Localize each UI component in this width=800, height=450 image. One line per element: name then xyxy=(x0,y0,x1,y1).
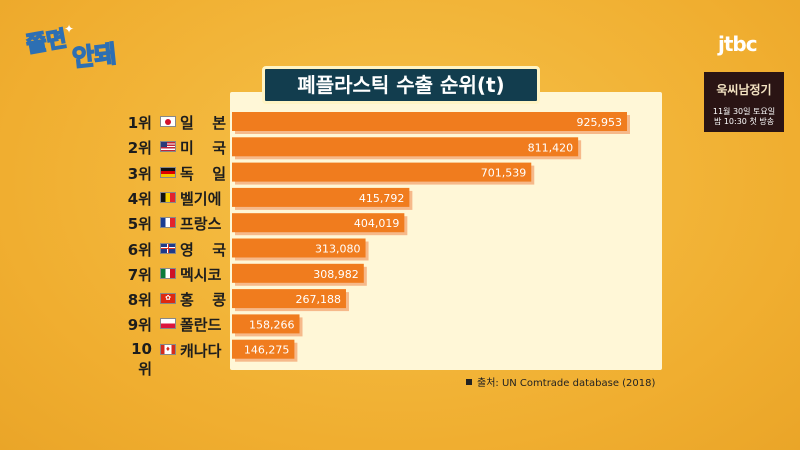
rank-label: 6위 xyxy=(127,240,152,259)
rank-label: 1위 xyxy=(127,114,152,132)
france-flag-icon xyxy=(160,217,176,229)
canada-flag-icon: ♦ xyxy=(160,343,176,355)
sparkle-icon: ✦ xyxy=(64,22,75,36)
show-logo-text-2: 안돼 xyxy=(70,39,118,73)
hongkong-flag-icon: ✿ xyxy=(160,293,176,305)
bar-value-label: 267,188 xyxy=(295,293,341,306)
bar-value-label: 811,420 xyxy=(528,141,574,154)
category-label: 6위 영 국 xyxy=(118,237,230,261)
chart-title: 폐플라스틱 수출 순위(t) xyxy=(262,66,540,104)
category-label: 3위 독 일 xyxy=(118,161,230,185)
bar-value-label: 925,953 xyxy=(577,116,623,129)
uk-flag-icon xyxy=(160,242,176,254)
category-label: 8위 ✿ 홍 콩 xyxy=(118,287,230,311)
bar-value-label: 158,266 xyxy=(249,318,295,331)
poland-flag-icon xyxy=(160,318,176,330)
rank-label: 2위 xyxy=(127,139,152,158)
country-label: 프랑스 xyxy=(180,215,222,234)
promo-time: 밤 10:30 첫 방송 xyxy=(713,117,775,126)
promo-badge: 욱씨남정기 11월 30일 토요일 밤 10:30 첫 방송 xyxy=(704,72,784,132)
bullet-icon xyxy=(466,379,472,385)
category-label: 2위 미 국 xyxy=(118,135,230,159)
country-label: 캐나다 xyxy=(180,341,222,360)
category-label: 7위 멕시코 xyxy=(118,262,230,286)
country-label: 멕시코 xyxy=(180,265,222,284)
show-logo: ✦ 쫄면 안돼 xyxy=(16,22,136,73)
bar-value-label: 308,982 xyxy=(313,268,359,281)
rank-label: 10위 xyxy=(131,339,152,378)
network-logo: jtbc xyxy=(718,32,758,56)
rank-label: 5위 xyxy=(127,215,152,234)
rank-label: 7위 xyxy=(127,265,152,284)
bar xyxy=(232,187,410,207)
bar xyxy=(232,213,405,233)
bar xyxy=(232,339,295,359)
rank-label: 9위 xyxy=(127,316,152,335)
bar xyxy=(232,162,532,182)
bar xyxy=(232,314,300,334)
rank-label: 3위 xyxy=(127,164,152,183)
category-label: 4위 벨기에 xyxy=(118,186,230,210)
promo-title: 욱씨남정기 xyxy=(716,83,772,97)
germany-flag-icon xyxy=(160,166,176,178)
bar-value-label: 404,019 xyxy=(354,217,400,230)
bar xyxy=(232,263,364,283)
category-label: 9위 폴란드 xyxy=(118,312,230,336)
mexico-flag-icon xyxy=(160,267,176,279)
category-label: 1위 일 본 xyxy=(118,110,230,134)
bar xyxy=(232,289,346,309)
source-note: 출처: UN Comtrade database (2018) xyxy=(466,374,655,389)
bar xyxy=(232,137,579,157)
bar-value-label: 701,539 xyxy=(481,167,527,180)
usa-flag-icon xyxy=(160,141,176,153)
rank-label: 8위 xyxy=(127,291,152,310)
source-text: 출처: UN Comtrade database (2018) xyxy=(477,378,656,389)
promo-date: 11월 30일 토요일 xyxy=(712,107,776,116)
country-label: 폴란드 xyxy=(180,316,222,335)
category-label: 10위 ♦ 캐나다 xyxy=(118,338,230,378)
bar xyxy=(232,112,627,131)
rank-label: 4위 xyxy=(127,189,152,208)
category-label: 5위 프랑스 xyxy=(118,211,230,235)
bar-value-label: 313,080 xyxy=(315,243,361,256)
bar-value-label: 146,275 xyxy=(244,344,290,357)
bar xyxy=(232,238,366,258)
belgium-flag-icon xyxy=(160,191,176,203)
bar-value-label: 415,792 xyxy=(359,192,405,205)
japan-flag-icon xyxy=(160,116,176,127)
country-label: 벨기에 xyxy=(180,189,222,208)
show-logo-text: 쫄면 xyxy=(24,26,70,59)
